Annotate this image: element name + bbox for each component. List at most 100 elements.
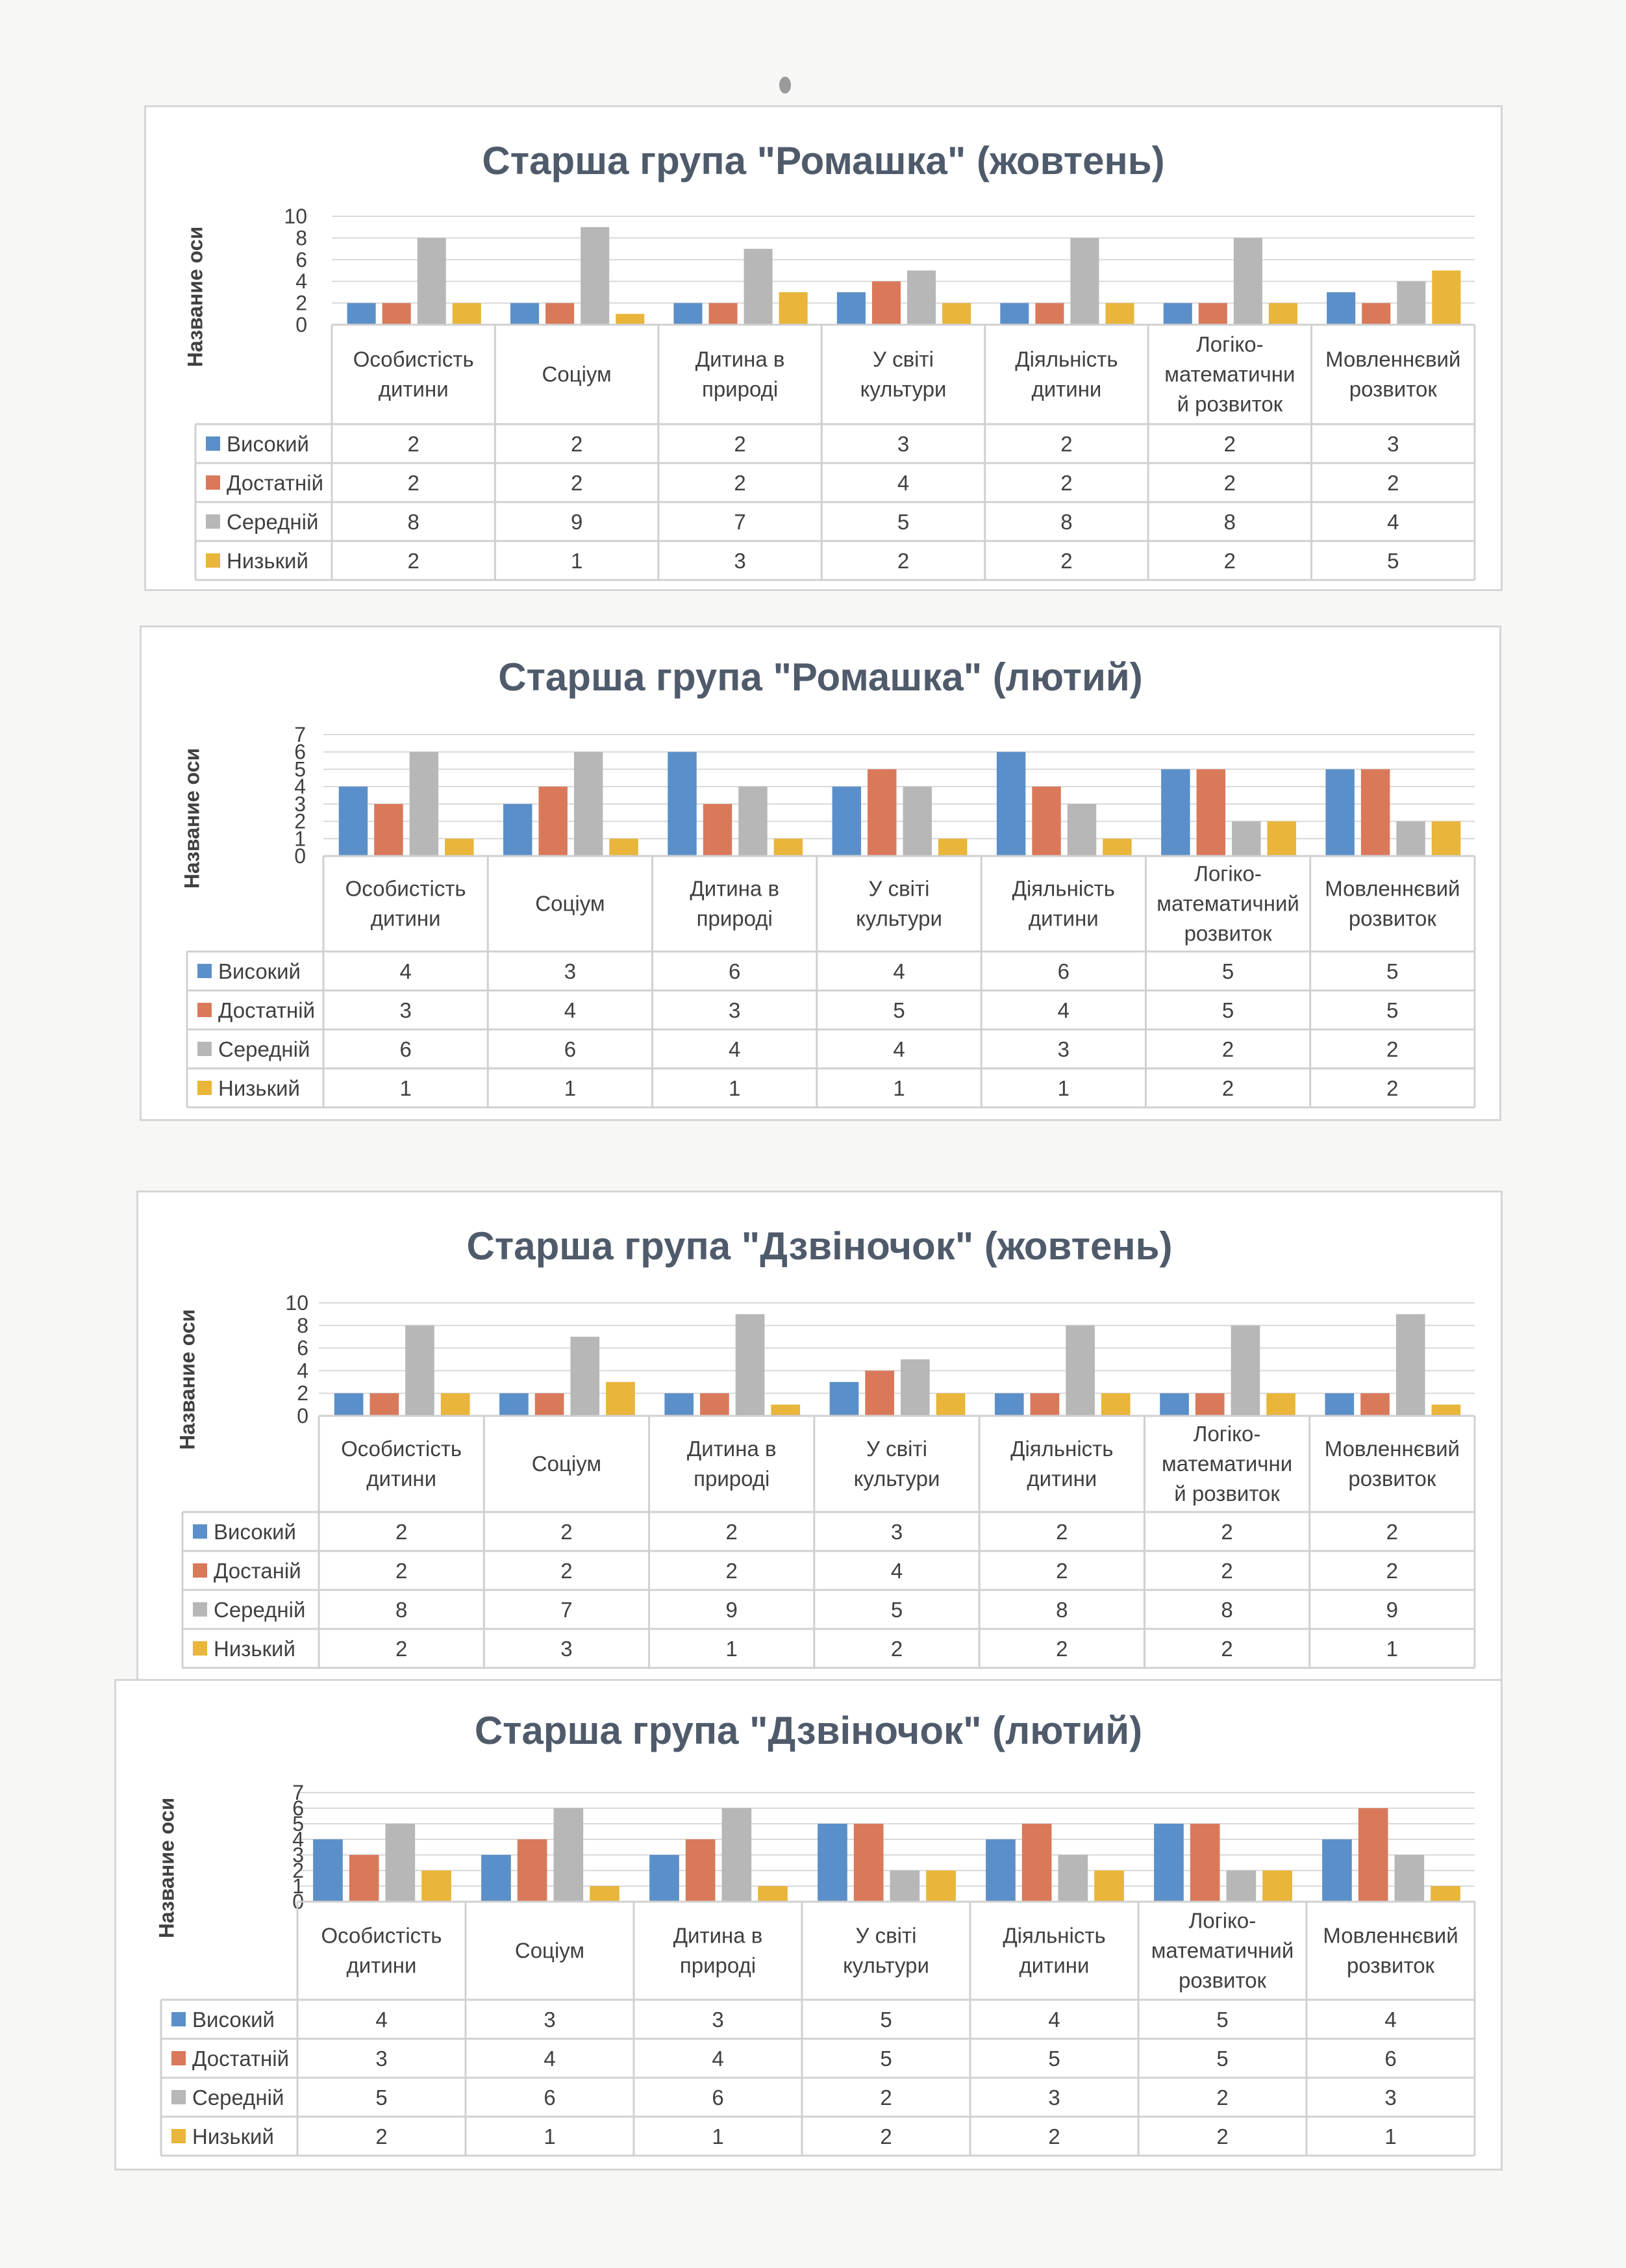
data-table-value: 4 (375, 2008, 387, 2032)
bar-low (1268, 303, 1297, 325)
data-table-value: 2 (1221, 1637, 1232, 1661)
y-tick-label: 2 (297, 1381, 308, 1405)
legend-key (206, 436, 220, 451)
data-table-value: 2 (571, 471, 582, 495)
category-label: Мовленнєвий (1325, 1437, 1460, 1461)
data-table-value: 3 (399, 998, 411, 1022)
category-label: У світі (869, 877, 930, 901)
category-label: розвиток (1347, 1954, 1435, 1978)
bar-low (758, 1886, 788, 1902)
category-label: Логіко- (1194, 1422, 1261, 1446)
bar-high (996, 751, 1026, 856)
scan-speck (779, 77, 791, 94)
category-label: математичний (1151, 1939, 1294, 1963)
data-table-value: 1 (726, 1637, 738, 1661)
legend-key (193, 1641, 207, 1656)
data-table-value: 2 (1386, 1559, 1398, 1583)
y-tick-label: 7 (294, 723, 306, 746)
bar-medium (735, 1314, 765, 1416)
bar-sufficient (382, 303, 411, 325)
legend-label: Середній (192, 2085, 284, 2110)
legend-key (206, 475, 220, 490)
bar-low (606, 1381, 635, 1416)
category-label: Особистість (321, 1924, 442, 1948)
bar-high (986, 1839, 1016, 1902)
data-table-value: 5 (880, 2008, 892, 2032)
data-table-value: 1 (1386, 1637, 1398, 1661)
y-tick-label: 6 (295, 248, 307, 271)
data-table-value: 2 (395, 1559, 407, 1583)
category-label: розвиток (1349, 377, 1438, 401)
legend-label: Середній (227, 510, 318, 534)
data-table-value: 1 (544, 2124, 555, 2148)
data-table-value: 4 (897, 471, 909, 495)
bar-medium (1233, 238, 1262, 325)
bar-high (1154, 1824, 1184, 1902)
data-table-value: 2 (395, 1520, 407, 1544)
bar-medium (573, 751, 603, 856)
legend-label: Високий (227, 432, 309, 456)
bar-sufficient (1358, 1808, 1388, 1902)
bar-low (1101, 1393, 1131, 1416)
category-label: природі (694, 1467, 769, 1491)
data-table-value: 2 (1056, 1559, 1068, 1583)
category-label: розвиток (1348, 1467, 1436, 1491)
bar-sufficient (685, 1839, 716, 1902)
category-label: Діяльність (1010, 1437, 1113, 1461)
bar-sufficient (703, 803, 732, 856)
bar-medium (1232, 821, 1261, 856)
bar-sufficient (1195, 1393, 1225, 1416)
bar-medium (409, 751, 439, 856)
bar-medium (744, 249, 773, 325)
data-table-value: 2 (726, 1520, 738, 1544)
data-table-value: 4 (893, 1037, 905, 1061)
data-table-value: 2 (375, 2124, 387, 2148)
data-table-value: 4 (1048, 2008, 1060, 2032)
bar-high (1325, 769, 1355, 856)
data-table-value: 3 (1048, 2085, 1060, 2110)
legend-label: Достатній (218, 998, 315, 1022)
category-label: математични (1164, 362, 1295, 386)
data-table-value: 1 (1058, 1076, 1069, 1100)
bar-high (673, 303, 703, 325)
y-tick-label: 10 (285, 1291, 308, 1315)
chart-title: Старша група "Ромашка" (лютий) (498, 655, 1143, 699)
bar-medium (1067, 803, 1097, 856)
data-table-value: 2 (395, 1637, 407, 1661)
bar-low (440, 1393, 470, 1416)
data-table-value: 2 (1222, 1037, 1234, 1061)
chart-panel-3: Старша група "Дзвіночок" (жовтень) Назван… (136, 1191, 1503, 1684)
data-table-value: 6 (1384, 2047, 1396, 2071)
data-table-value: 6 (564, 1037, 576, 1061)
data-table-value: 2 (408, 432, 419, 456)
bar-low (1103, 838, 1132, 856)
y-tick-label: 7 (292, 1781, 304, 1804)
category-label: культури (843, 1954, 929, 1978)
data-table-value: 5 (1222, 998, 1234, 1022)
data-table-value: 2 (1056, 1637, 1068, 1661)
bar-medium (581, 227, 610, 325)
data-table-value: 4 (893, 959, 905, 983)
bar-medium (1396, 821, 1425, 856)
category-label: Мовленнєвий (1325, 877, 1460, 901)
bar-low (771, 1404, 801, 1416)
data-table-value: 2 (1060, 549, 1072, 573)
category-label: Соціум (532, 1452, 601, 1476)
bar-sufficient (1032, 787, 1061, 856)
bar-sufficient (1196, 769, 1226, 856)
y-tick-label: 1 (294, 827, 306, 850)
bar-high (1325, 1393, 1355, 1416)
data-table-value: 1 (1384, 2124, 1396, 2148)
category-label: У світі (856, 1924, 917, 1948)
bar-sufficient (1360, 1393, 1390, 1416)
chart-panel-1: Старша група "Ромашка" (жовтень) Название… (144, 105, 1503, 591)
data-table-value: 4 (1387, 510, 1399, 534)
data-table-value: 3 (1384, 2085, 1396, 2110)
data-table-value: 9 (571, 510, 582, 534)
bar-low (926, 1871, 956, 1902)
data-table-value: 4 (891, 1559, 903, 1583)
data-table-value: 7 (560, 1598, 572, 1622)
y-tick-label: 8 (297, 1314, 308, 1337)
data-table-value: 2 (880, 2124, 892, 2148)
y-tick-label: 6 (297, 1337, 308, 1360)
